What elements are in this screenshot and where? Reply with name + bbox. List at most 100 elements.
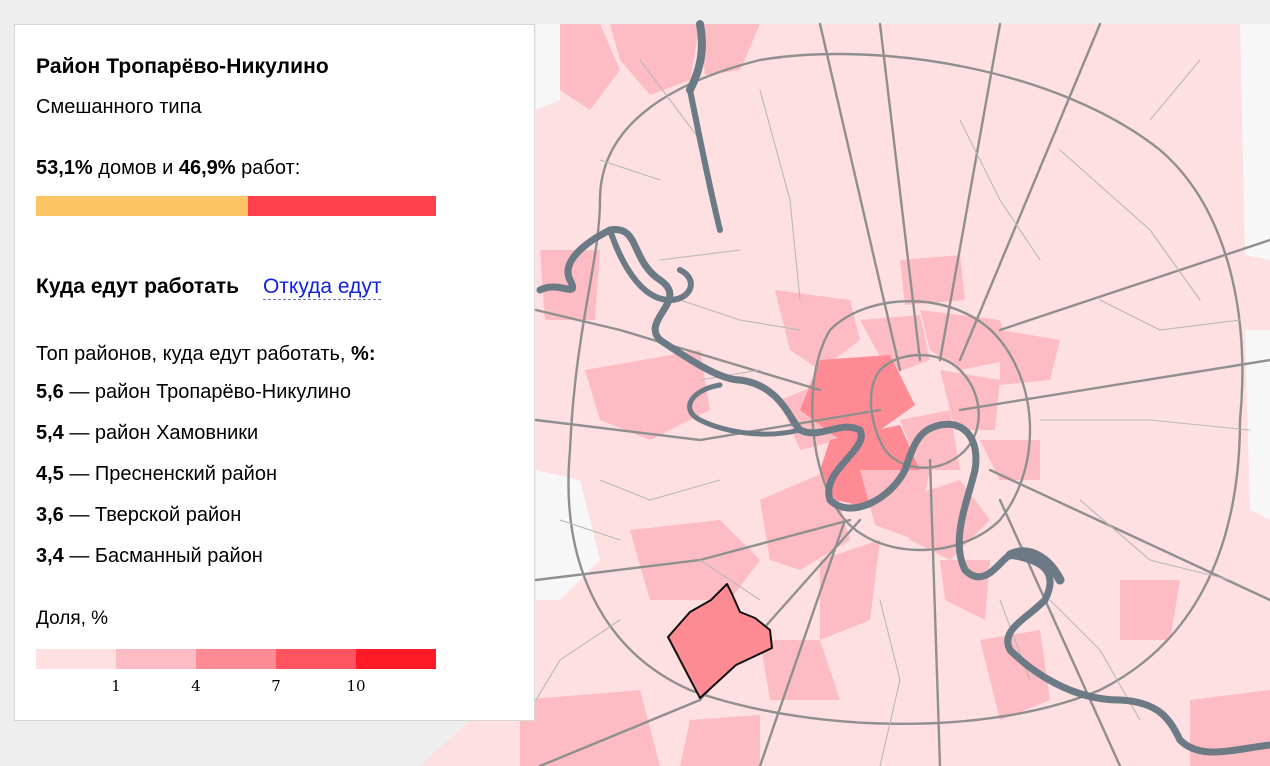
road	[928, 458, 942, 766]
district-label: — район Тропарёво-Никулино	[69, 381, 351, 403]
jobs-bar-segment	[248, 196, 436, 216]
share-value: 5,6	[36, 381, 64, 403]
road	[538, 698, 702, 766]
jobs-percent: 46,9%	[178, 157, 236, 179]
district-fill[interactable]	[940, 370, 1000, 430]
road	[534, 408, 882, 442]
district-fill[interactable]	[980, 630, 1050, 720]
road	[758, 518, 847, 766]
district-label: — Пресненский район	[69, 463, 278, 485]
street	[1099, 299, 1241, 331]
district-label: — район Хамовники	[69, 422, 259, 444]
legend-swatch	[276, 649, 356, 669]
street	[535, 619, 621, 701]
street	[959, 119, 1041, 261]
road	[567, 52, 1244, 726]
street	[599, 159, 661, 181]
direction-tabs: Куда едут работать Откуда едут	[36, 275, 382, 300]
road	[878, 22, 922, 362]
road	[998, 498, 1122, 766]
district-type: Смешанного типа	[36, 96, 202, 118]
street	[599, 479, 721, 501]
district-fill[interactable]	[775, 290, 860, 370]
district-fill[interactable]	[680, 715, 760, 766]
district-fill[interactable]	[1000, 330, 1060, 385]
river-wide	[1005, 547, 1065, 585]
top-districts-title-text: Топ районов, куда едут работать,	[36, 343, 346, 365]
top-districts-title: Топ районов, куда едут работать, %:	[36, 343, 376, 366]
district-label: — Басманный район	[69, 545, 263, 567]
legend-swatch	[36, 649, 116, 669]
share-value: 3,4	[36, 545, 64, 567]
district-fill[interactable]	[920, 310, 1010, 370]
road	[869, 353, 980, 469]
street	[1149, 59, 1201, 121]
district-title: Район Тропарёво-Никулино	[36, 55, 329, 78]
road	[818, 22, 902, 372]
jobs-label: работ:	[241, 157, 301, 179]
legend-tick: 4	[191, 677, 201, 695]
district-fill[interactable]	[585, 350, 710, 440]
district-fill[interactable]	[860, 470, 930, 540]
district-fill[interactable]	[700, 24, 760, 75]
outside-area	[536, 24, 560, 110]
street	[1049, 599, 1141, 721]
road	[958, 358, 1270, 412]
road	[958, 22, 1102, 362]
legend-color-scale	[36, 649, 436, 669]
homes-percent: 53,1%	[36, 157, 93, 179]
moskva-river	[536, 20, 1270, 756]
legend-ticks: 1 4 7 10	[36, 677, 436, 697]
district-fill[interactable]	[760, 640, 840, 700]
street	[1039, 419, 1251, 431]
tab-where-to-work[interactable]: Куда едут работать	[36, 275, 240, 298]
street	[1059, 149, 1201, 301]
street	[699, 559, 761, 601]
district-fill[interactable]	[520, 690, 660, 766]
river-meander	[607, 227, 694, 303]
homes-jobs-share: 53,1% домов и 46,9% работ:	[36, 157, 300, 180]
river-channel	[536, 226, 1270, 756]
top-districts-title-unit: %:	[351, 343, 376, 365]
legend-title: Доля, %	[36, 608, 109, 629]
share-value: 5,4	[36, 422, 64, 444]
selected-district-troparevo-nikulino[interactable]	[667, 583, 773, 699]
street	[679, 299, 801, 331]
legend-tick: 7	[271, 677, 281, 695]
legend-swatch	[196, 649, 276, 669]
street	[759, 89, 801, 301]
street	[559, 519, 621, 541]
district-fill[interactable]	[900, 255, 965, 305]
list-item: 5,6 — район Тропарёво-Никулино	[36, 381, 351, 422]
district-fill[interactable]	[1120, 580, 1180, 640]
district-info-panel: Район Тропарёво-Никулино Смешанного типа…	[14, 24, 535, 721]
road-network	[534, 22, 1270, 766]
canal	[687, 87, 723, 233]
district-label: — Тверской район	[69, 504, 242, 526]
share-value: 3,6	[36, 504, 64, 526]
legend-swatch	[356, 649, 436, 669]
district-fill[interactable]	[610, 24, 700, 95]
legend-swatch	[116, 649, 196, 669]
homes-bar-segment	[36, 196, 249, 216]
list-item: 3,6 — Тверской район	[36, 504, 351, 545]
district-fill[interactable]	[820, 540, 880, 640]
list-item: 5,4 — район Хамовники	[36, 422, 351, 463]
street	[659, 249, 741, 261]
road	[534, 308, 822, 392]
district-fill[interactable]	[560, 24, 620, 110]
street	[1079, 499, 1231, 581]
tab-where-from[interactable]: Откуда едут	[262, 275, 382, 300]
homes-label: домов и	[98, 157, 174, 179]
outside-area	[536, 470, 600, 600]
list-item: 4,5 — Пресненский район	[36, 463, 351, 504]
share-value: 4,5	[36, 463, 64, 485]
street	[879, 599, 901, 766]
outside-area	[1240, 24, 1270, 260]
legend-tick: 1	[111, 677, 121, 695]
outside-area	[1245, 330, 1270, 520]
homes-jobs-bar	[36, 196, 436, 216]
top-districts-list: 5,6 — район Тропарёво-Никулино 5,4 — рай…	[36, 381, 351, 586]
